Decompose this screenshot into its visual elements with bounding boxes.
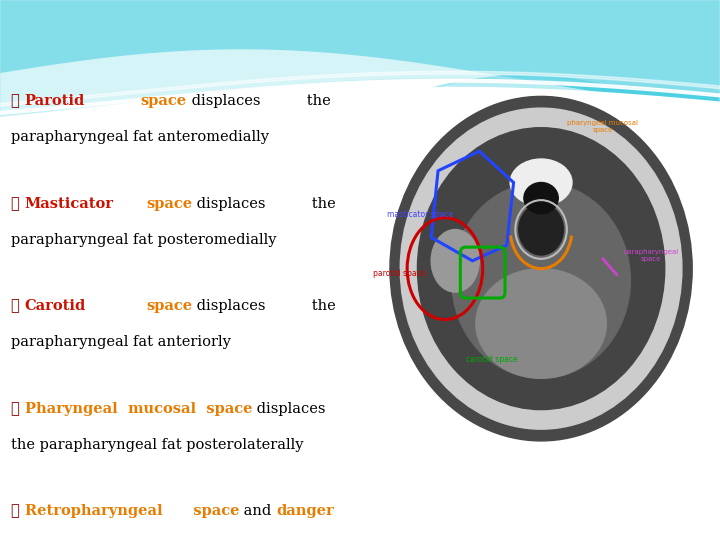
- Text: displaces          the: displaces the: [192, 299, 336, 313]
- Text: Carotid: Carotid: [24, 299, 86, 313]
- Text: and: and: [239, 504, 276, 518]
- Ellipse shape: [510, 159, 572, 206]
- Text: ❖: ❖: [11, 299, 24, 313]
- Ellipse shape: [451, 183, 631, 378]
- Polygon shape: [0, 0, 720, 119]
- Ellipse shape: [518, 204, 564, 255]
- Text: space: space: [146, 197, 192, 211]
- Text: displaces          the: displaces the: [186, 94, 330, 108]
- Polygon shape: [324, 76, 720, 540]
- Ellipse shape: [418, 127, 665, 409]
- Text: parapharyngeal fat anteromedially: parapharyngeal fat anteromedially: [11, 130, 269, 144]
- Polygon shape: [0, 71, 720, 106]
- Text: parapharyngeal fat anteriorly: parapharyngeal fat anteriorly: [11, 335, 230, 349]
- Text: Pharyngeal  mucosal  space: Pharyngeal mucosal space: [24, 402, 252, 416]
- Text: Masticator: Masticator: [24, 197, 114, 211]
- Text: ❖: ❖: [11, 197, 24, 211]
- Text: Retropharyngeal      space: Retropharyngeal space: [24, 504, 239, 518]
- Text: Parotid: Parotid: [24, 94, 85, 108]
- Text: ❖: ❖: [11, 504, 24, 518]
- Text: space: space: [140, 94, 186, 108]
- Polygon shape: [0, 87, 720, 540]
- Polygon shape: [0, 79, 720, 114]
- Text: parapharyngeal
space: parapharyngeal space: [624, 249, 679, 262]
- Text: ❖: ❖: [11, 402, 24, 416]
- Text: parotid space: parotid space: [373, 268, 426, 278]
- Ellipse shape: [431, 230, 480, 292]
- Text: carotid space: carotid space: [466, 355, 517, 364]
- Ellipse shape: [400, 108, 682, 429]
- Ellipse shape: [524, 183, 558, 214]
- Ellipse shape: [476, 268, 606, 378]
- Text: pharyngeal mucosal
space: pharyngeal mucosal space: [567, 120, 639, 133]
- Text: the parapharyngeal fat posterolaterally: the parapharyngeal fat posterolaterally: [11, 438, 303, 452]
- Text: ❖: ❖: [11, 94, 24, 108]
- Text: parapharyngeal fat posteromedially: parapharyngeal fat posteromedially: [11, 233, 276, 247]
- Text: masticator space: masticator space: [387, 210, 453, 219]
- Text: displaces          the: displaces the: [192, 197, 336, 211]
- Ellipse shape: [390, 96, 692, 441]
- Text: displaces: displaces: [252, 402, 325, 416]
- Text: danger: danger: [276, 504, 334, 518]
- Polygon shape: [0, 0, 720, 119]
- Text: space: space: [146, 299, 192, 313]
